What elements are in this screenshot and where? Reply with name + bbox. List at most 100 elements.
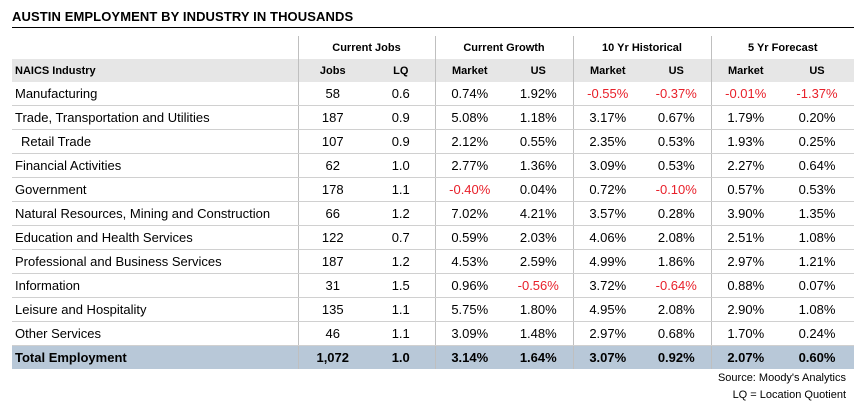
lq-cell: 1.2: [367, 249, 435, 274]
growth-market-cell: 4.53%: [434, 249, 504, 274]
jobs-cell: 187: [297, 105, 367, 130]
forecast-market-cell: 3.90%: [710, 201, 780, 226]
industry-name: Financial Activities: [12, 153, 298, 178]
growth-us-cell: 1.80%: [504, 297, 573, 322]
hist-us-cell: -0.10%: [642, 177, 711, 202]
forecast-market-cell: 0.88%: [710, 273, 780, 298]
industry-name: Professional and Business Services: [12, 249, 298, 274]
hist-market-cell: 4.99%: [572, 249, 642, 274]
column-group-header-row: Current Jobs Current Growth 10 Yr Histor…: [12, 36, 855, 59]
forecast-us-cell: 0.25%: [780, 129, 855, 154]
table-row: Professional and Business Services 187 1.2…: [12, 249, 855, 274]
forecast-us-cell: 0.53%: [780, 177, 855, 202]
forecast-us-cell: 1.35%: [780, 201, 855, 226]
jobs-cell: 46: [297, 321, 367, 346]
total-label: Total Employment: [12, 345, 298, 369]
lq-cell: 1.1: [367, 321, 435, 346]
column-header-lq: LQ: [367, 59, 435, 82]
hist-market-cell: 3.09%: [572, 153, 642, 178]
forecast-us-cell: -1.37%: [780, 82, 855, 106]
lq-definition: LQ = Location Quotient: [732, 389, 846, 401]
growth-market-cell: 5.08%: [434, 105, 504, 130]
table-row: Education and Health Services 122 0.7 0.59%…: [12, 225, 855, 250]
industry-name: Other Services: [12, 321, 298, 346]
hist-us-cell: 0.53%: [642, 129, 711, 154]
hist-us-cell: 0.92%: [642, 345, 711, 369]
industry-name: Trade, Transportation and Utilities: [12, 105, 298, 130]
hist-market-cell: 3.07%: [572, 345, 642, 369]
hist-us-cell: 0.68%: [642, 321, 711, 346]
group-header-5yr-forecast: 5 Yr Forecast: [710, 36, 855, 59]
source-note: Source: Moody's Analytics LQ = Location …: [718, 370, 846, 404]
industry-name: Government: [12, 177, 298, 202]
table-row: Manufacturing 58 0.6 0.74% 1.92% -0.55% -0.37%…: [12, 82, 855, 106]
growth-us-cell: 1.36%: [504, 153, 573, 178]
forecast-us-cell: 0.20%: [780, 105, 855, 130]
forecast-market-cell: 2.07%: [710, 345, 780, 369]
table-row: Natural Resources, Mining and Constructi…: [12, 201, 855, 226]
group-header-10yr-historical: 10 Yr Historical: [572, 36, 711, 59]
growth-market-cell: -0.40%: [434, 177, 504, 202]
source-text: Source: Moody's Analytics: [717, 372, 846, 384]
hist-us-cell: -0.64%: [642, 273, 711, 298]
hist-us-cell: 2.08%: [642, 297, 711, 322]
forecast-market-cell: 1.93%: [710, 129, 780, 154]
table-row: Retail Trade 107 0.9 2.12% 0.55% 2.35% 0.53% 1.…: [12, 129, 855, 154]
hist-market-cell: -0.55%: [572, 82, 642, 106]
growth-market-cell: 0.59%: [434, 225, 504, 250]
jobs-cell: 58: [297, 82, 367, 106]
lq-cell: 1.0: [367, 153, 435, 178]
forecast-us-cell: 0.60%: [780, 345, 855, 369]
report-title: AUSTIN EMPLOYMENT BY INDUSTRY IN THOUSAN…: [12, 9, 354, 24]
forecast-market-cell: 2.27%: [710, 153, 780, 178]
forecast-market-cell: -0.01%: [710, 82, 780, 106]
hist-us-cell: -0.37%: [642, 82, 711, 106]
hist-market-cell: 4.95%: [572, 297, 642, 322]
industry-name: Education and Health Services: [12, 225, 298, 250]
forecast-market-cell: 1.79%: [710, 105, 780, 130]
table-body: Manufacturing 58 0.6 0.74% 1.92% -0.55% -0.37%…: [12, 82, 855, 369]
growth-us-cell: 1.18%: [504, 105, 573, 130]
industry-name: Manufacturing: [12, 82, 298, 106]
forecast-us-cell: 1.08%: [780, 297, 855, 322]
column-header-growth-us: US: [504, 59, 573, 82]
column-header-row: NAICS Industry Jobs LQ Market US Market …: [12, 59, 855, 82]
column-header-hist-market: Market: [572, 59, 642, 82]
hist-us-cell: 0.53%: [642, 153, 711, 178]
growth-market-cell: 5.75%: [434, 297, 504, 322]
forecast-us-cell: 1.21%: [780, 249, 855, 274]
growth-us-cell: 0.04%: [504, 177, 573, 202]
growth-us-cell: 4.21%: [504, 201, 573, 226]
lq-cell: 0.7: [367, 225, 435, 250]
table-row: Government 178 1.1 -0.40% 0.04% 0.72% -0.10% 0.…: [12, 177, 855, 202]
forecast-market-cell: 2.97%: [710, 249, 780, 274]
jobs-cell: 62: [297, 153, 367, 178]
hist-market-cell: 2.97%: [572, 321, 642, 346]
growth-us-cell: 2.59%: [504, 249, 573, 274]
column-header-growth-market: Market: [434, 59, 504, 82]
growth-market-cell: 2.77%: [434, 153, 504, 178]
growth-us-cell: 1.92%: [504, 82, 573, 106]
industry-name: Information: [12, 273, 298, 298]
hist-us-cell: 0.67%: [642, 105, 711, 130]
forecast-us-cell: 0.24%: [780, 321, 855, 346]
column-header-forecast-us: US: [780, 59, 855, 82]
total-row: Total Employment 1,072 1.0 3.14% 1.64% 3.07% 0…: [12, 345, 855, 369]
column-header-jobs: Jobs: [297, 59, 367, 82]
hist-us-cell: 1.86%: [642, 249, 711, 274]
lq-cell: 1.1: [367, 177, 435, 202]
hist-market-cell: 4.06%: [572, 225, 642, 250]
employment-table: Current Jobs Current Growth 10 Yr Histor…: [12, 36, 855, 369]
hist-market-cell: 3.17%: [572, 105, 642, 130]
forecast-us-cell: 0.07%: [780, 273, 855, 298]
hist-us-cell: 2.08%: [642, 225, 711, 250]
lq-cell: 1.1: [367, 297, 435, 322]
table-row: Information 31 1.5 0.96% -0.56% 3.72% -0.64% 0.…: [12, 273, 855, 298]
table-row: Other Services 46 1.1 3.09% 1.48% 2.97% 0.68% 1…: [12, 321, 855, 346]
hist-market-cell: 3.57%: [572, 201, 642, 226]
hist-market-cell: 0.72%: [572, 177, 642, 202]
group-header-blank: [12, 36, 298, 59]
growth-us-cell: 1.64%: [504, 345, 573, 369]
column-header-naics: NAICS Industry: [12, 59, 298, 82]
lq-cell: 0.9: [367, 129, 435, 154]
